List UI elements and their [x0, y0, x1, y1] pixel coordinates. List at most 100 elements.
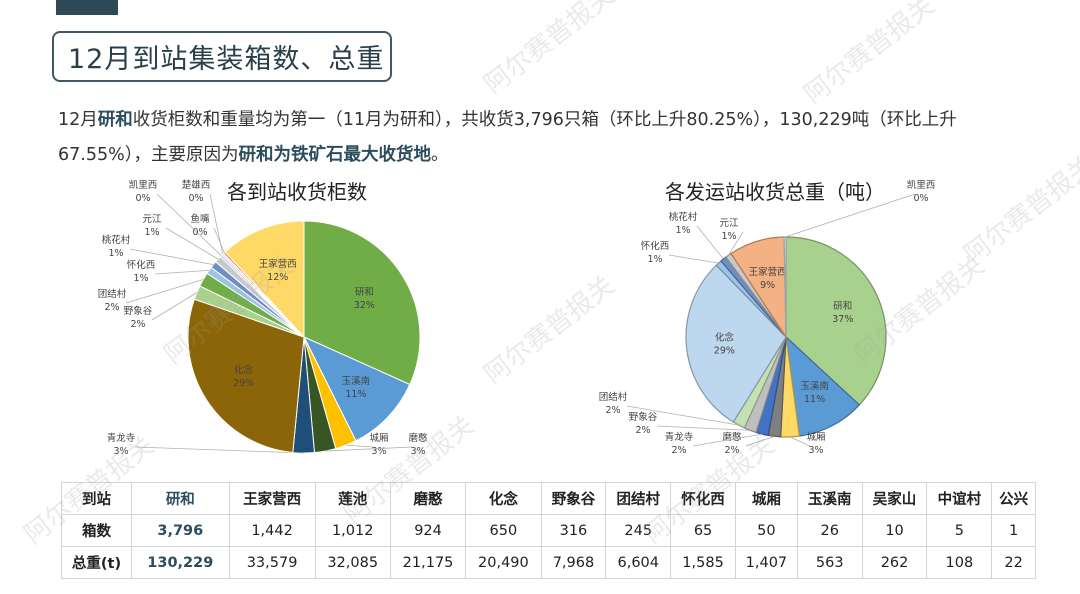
- slice-label: 研和: [833, 301, 852, 312]
- leader-line: [151, 292, 198, 321]
- slice-value: 29%: [233, 378, 254, 389]
- slice-label: 青龙寺: [107, 432, 136, 444]
- pie-slice: [785, 335, 861, 437]
- slice-value: 2%: [671, 445, 686, 456]
- leader-line: [325, 446, 413, 452]
- table-cell: 7,968: [540, 546, 607, 579]
- table-cell: 1,012: [314, 514, 391, 547]
- table-header-cell: 玉溪南: [796, 482, 863, 515]
- left-chart-title: 各到站收货柜数: [227, 180, 367, 204]
- leader-line: [789, 436, 811, 447]
- slice-label: 城厢: [806, 432, 825, 443]
- slice-label: 团结村: [98, 288, 127, 300]
- table-header-cell: 莲池: [314, 482, 391, 515]
- slice-value: 1%: [721, 231, 736, 242]
- top-accent-bar: [56, 0, 118, 15]
- leader-line: [154, 269, 210, 275]
- leader-line: [728, 231, 744, 256]
- pie-slice: [785, 236, 887, 406]
- slice-value: 3%: [808, 445, 823, 456]
- slice-label: 凯里西: [907, 179, 936, 191]
- slice-value: 2%: [724, 445, 739, 456]
- summary-text: 收货柜数和重量均为第一（11月为研和），共收货3,796只箱（环比上升80.25…: [58, 110, 957, 165]
- slice-label: 青龙寺: [665, 431, 694, 443]
- slice-label: 楚雄西: [182, 179, 211, 191]
- table-cell: 10: [861, 514, 928, 547]
- table-header-cell: 中谊村: [926, 482, 993, 515]
- table-header-cell: 野象谷: [540, 482, 607, 515]
- slice-value: 32%: [354, 300, 375, 311]
- table-cell: 3,796: [131, 514, 230, 547]
- slice-value: 37%: [832, 314, 853, 325]
- table-header-cell: 城厢: [734, 482, 798, 515]
- table-cell: 20,490: [465, 546, 542, 579]
- leader-line: [213, 227, 225, 253]
- slice-value: 12%: [267, 272, 288, 283]
- slice-value: 1%: [133, 273, 148, 284]
- slice-value: 11%: [804, 394, 825, 405]
- table-cell: 33,579: [228, 546, 316, 579]
- table-header-cell: 怀化西: [670, 482, 736, 515]
- pie-0: 研和 32% 玉溪南 11% 城厢 3% 磨憨 3% 青龙寺 3% 化念 29% 野象谷 2% 团结村 2% 怀…: [98, 179, 428, 457]
- slice-value: 1%: [108, 248, 123, 259]
- table-cell: 22: [991, 546, 1036, 579]
- pie-slice: [685, 264, 787, 423]
- leader-line: [745, 435, 775, 447]
- table-cell: 108: [926, 546, 993, 579]
- slice-label: 野象谷: [124, 305, 153, 317]
- table-cell: 32,085: [314, 546, 391, 579]
- leader-line: [125, 279, 204, 304]
- table-cell: 262: [861, 546, 928, 579]
- pie-slice: [187, 298, 305, 454]
- slice-value: 1%: [144, 227, 159, 238]
- table-header-row: 到站 研和 王家营西 莲池 磨憨 化念 野象谷 团结村 怀化西 城厢 玉溪南 吴家山 中谊村 公兴: [61, 482, 1036, 515]
- slice-value: 0%: [192, 227, 207, 238]
- slice-value: 0%: [913, 193, 928, 204]
- slice-value: 2%: [130, 319, 145, 330]
- table-cell: 563: [796, 546, 863, 579]
- slice-value: 3%: [371, 446, 386, 457]
- slice-value: 0%: [135, 193, 150, 204]
- leader-line: [345, 444, 374, 448]
- table-cell: 245: [605, 514, 672, 547]
- slice-label: 化念: [234, 364, 254, 376]
- slice-value: 11%: [345, 389, 366, 400]
- slice-label: 桃花村: [102, 234, 131, 246]
- table-cell: 65: [670, 514, 736, 547]
- leader-line: [692, 433, 763, 447]
- slice-label: 桃花村: [669, 211, 698, 223]
- table-row-header: 箱数: [61, 514, 132, 547]
- summary-paragraph: 12月研和收货柜数和重量均为第一（11月为研和），共收货3,796只箱（环比上升…: [58, 103, 1028, 173]
- table-cell: 316: [540, 514, 607, 547]
- table-cell: 1,407: [734, 546, 798, 579]
- table-cell: 650: [465, 514, 542, 547]
- slice-label: 野象谷: [629, 411, 658, 423]
- table-row-header: 总重(t): [61, 546, 132, 579]
- leader-line: [165, 227, 219, 260]
- pie-slice: [302, 335, 411, 442]
- summary-text: 。: [430, 145, 449, 165]
- slice-value: 1%: [675, 225, 690, 236]
- table-cell: 6,604: [605, 546, 672, 579]
- slice-value: 0%: [188, 193, 203, 204]
- slice-label: 磨憨: [722, 431, 742, 443]
- slice-label: 怀化西: [127, 259, 156, 271]
- table-cell: 1,585: [670, 546, 736, 579]
- summary-text: 12月: [58, 110, 98, 130]
- table-header-cell: 团结村: [605, 482, 672, 515]
- table-row: 总重(t) 130,229 33,579 32,085 21,175 20,490 7,96…: [61, 546, 1036, 579]
- pie-slice: [224, 220, 305, 339]
- slice-label: 元江: [719, 218, 739, 229]
- slice-label: 王家营西: [259, 258, 297, 270]
- table-header-cell: 磨憨: [389, 482, 467, 515]
- station-table: 到站 研和 王家营西 莲池 磨憨 化念 野象谷 团结村 怀化西 城厢 玉溪南 吴家山 中谊村 公兴 箱数 3,…: [61, 482, 1036, 579]
- slice-label: 鱼嘴: [190, 213, 210, 225]
- table-header-cell: 化念: [465, 482, 542, 515]
- table-cell: 924: [389, 514, 467, 547]
- table-row: 箱数 3,796 1,442 1,012 924 650 316 245 65 50 26 10 5 1: [61, 514, 1036, 547]
- leader-line: [784, 193, 916, 238]
- right-chart-title: 各发运站收货总重（吨）: [665, 180, 885, 204]
- slice-value: 1%: [647, 254, 662, 265]
- page-title: 12月到站集装箱数、总重: [52, 31, 392, 82]
